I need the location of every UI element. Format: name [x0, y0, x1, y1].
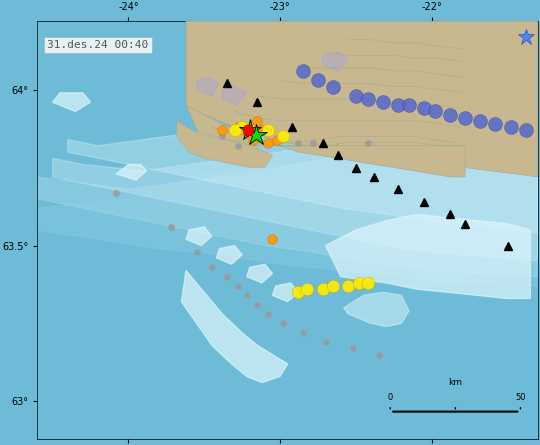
Polygon shape: [181, 271, 288, 383]
Polygon shape: [52, 118, 538, 261]
Polygon shape: [344, 292, 409, 327]
Polygon shape: [197, 77, 219, 96]
Polygon shape: [326, 214, 530, 299]
Polygon shape: [37, 155, 538, 286]
Polygon shape: [273, 283, 298, 302]
Polygon shape: [222, 87, 247, 105]
Polygon shape: [186, 105, 465, 177]
Polygon shape: [68, 90, 538, 233]
Text: 31.des.24 00:40: 31.des.24 00:40: [48, 40, 148, 50]
Text: km: km: [448, 378, 462, 388]
Polygon shape: [52, 93, 91, 112]
Polygon shape: [116, 165, 146, 180]
Polygon shape: [186, 227, 212, 246]
Text: 50: 50: [515, 393, 525, 402]
Polygon shape: [186, 21, 538, 177]
Polygon shape: [217, 246, 242, 264]
Polygon shape: [247, 264, 273, 283]
Polygon shape: [37, 140, 538, 277]
Text: 0: 0: [388, 393, 393, 402]
Polygon shape: [177, 121, 273, 168]
Polygon shape: [322, 52, 348, 71]
